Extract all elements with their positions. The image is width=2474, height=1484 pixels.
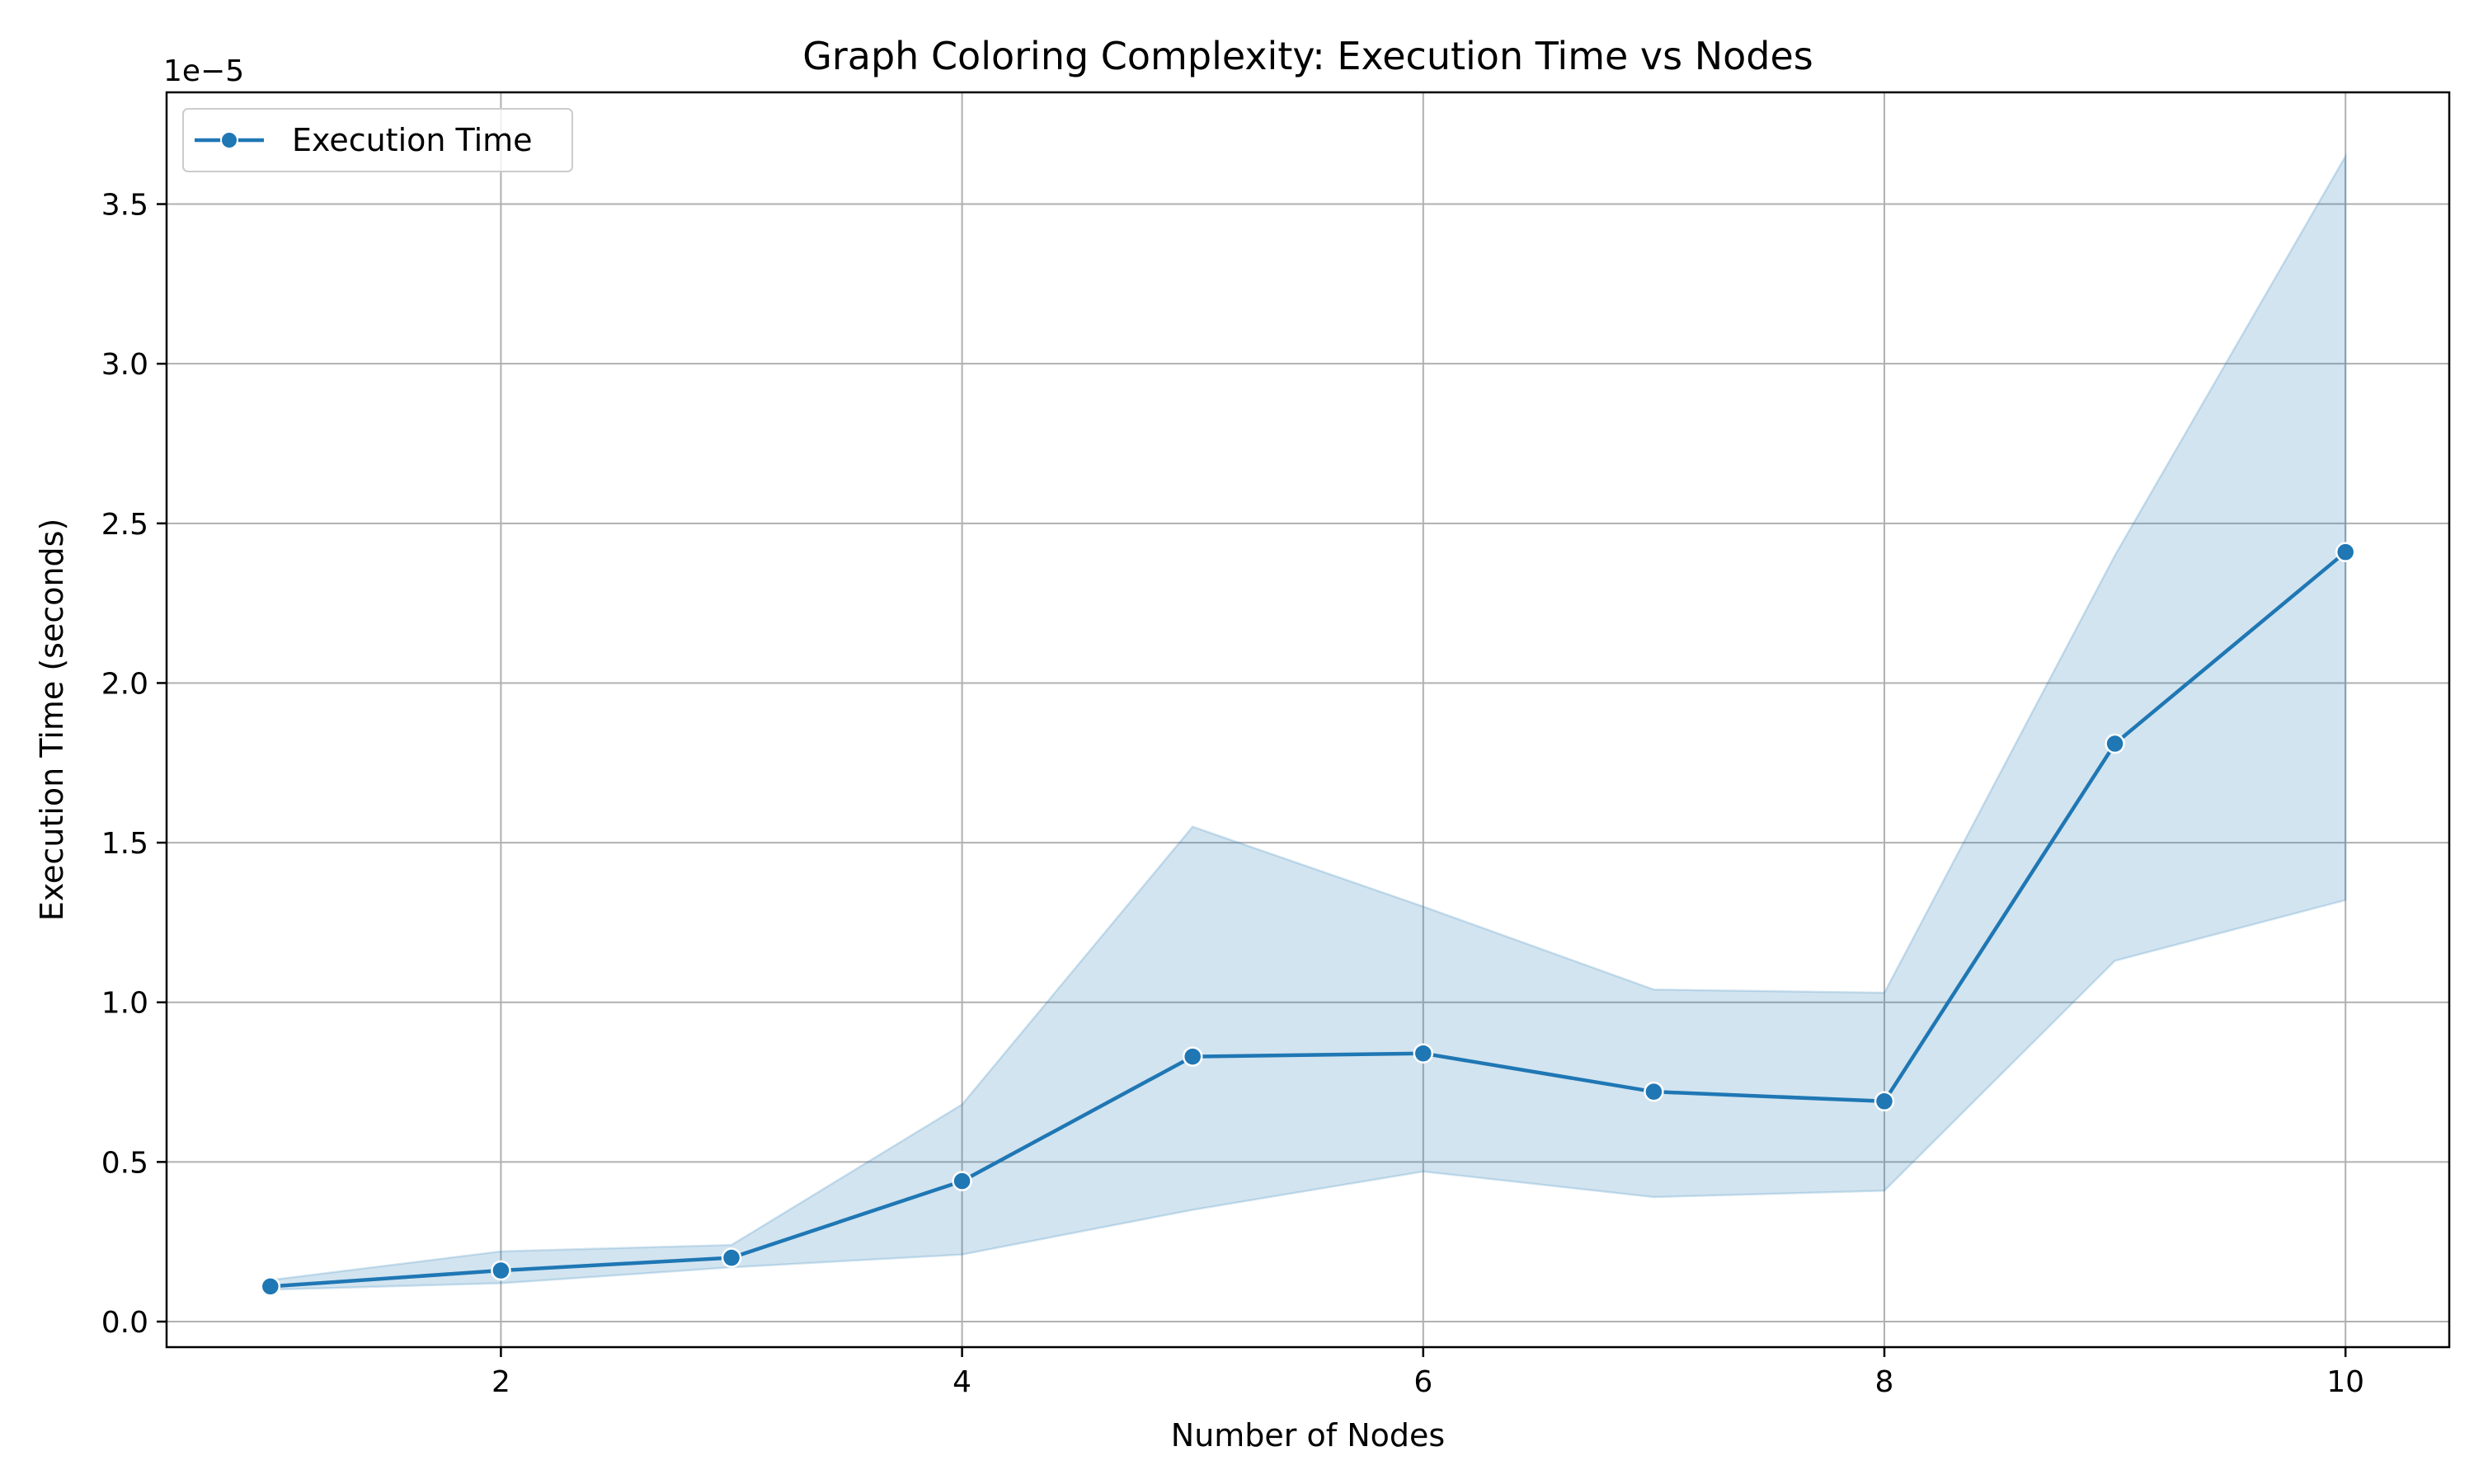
y-tick-label-1.5: 1.5	[101, 827, 148, 861]
data-point-4	[952, 1171, 972, 1191]
y-axis-offset-label: 1e−5	[163, 54, 244, 88]
data-point-7	[1644, 1081, 1664, 1102]
confidence-band	[269, 152, 2347, 1291]
confidence-band-group	[269, 152, 2347, 1291]
y-axis-ticks: 0.0 0.5 1.0 1.5 2.0 2.5 3.0 3.5	[101, 189, 167, 1340]
series-group	[260, 542, 2356, 1297]
data-point-8	[1874, 1091, 1895, 1112]
x-axis-title: Number of Nodes	[1171, 1417, 1445, 1453]
y-tick-label-3.5: 3.5	[101, 189, 148, 223]
data-point-5	[1182, 1046, 1203, 1067]
legend-label-execution-time: Execution Time	[292, 122, 533, 158]
x-tick-label-4: 4	[952, 1365, 971, 1399]
y-tick-label-0.5: 0.5	[101, 1146, 148, 1180]
data-point-6	[1413, 1043, 1434, 1064]
data-point-10	[2335, 542, 2356, 562]
data-point-9	[2105, 733, 2125, 754]
data-point-2	[491, 1260, 511, 1281]
gridlines	[167, 92, 2449, 1347]
x-tick-label-10: 10	[2326, 1365, 2364, 1399]
plot-frame	[165, 91, 2451, 1349]
x-axis-ticks: 2 4 6 8 10	[492, 1347, 2364, 1399]
y-tick-label-1.0: 1.0	[101, 987, 148, 1021]
legend-marker-swatch	[220, 131, 238, 149]
y-tick-label-0.0: 0.0	[101, 1306, 148, 1340]
y-tick-label-2.0: 2.0	[101, 667, 148, 701]
x-tick-label-8: 8	[1875, 1365, 1894, 1399]
y-tick-label-3.0: 3.0	[101, 348, 148, 382]
legend: Execution Time	[182, 108, 573, 172]
chart-title: Graph Coloring Complexity: Execution Tim…	[802, 34, 1813, 78]
y-tick-label-2.5: 2.5	[101, 508, 148, 542]
y-axis-title: Execution Time (seconds)	[34, 519, 70, 922]
x-tick-label-6: 6	[1413, 1365, 1432, 1399]
x-tick-label-2: 2	[492, 1365, 510, 1399]
legend-box	[182, 108, 573, 172]
data-point-3	[721, 1247, 742, 1268]
series-line-execution-time	[270, 550, 2347, 1289]
data-point-1	[260, 1276, 281, 1297]
